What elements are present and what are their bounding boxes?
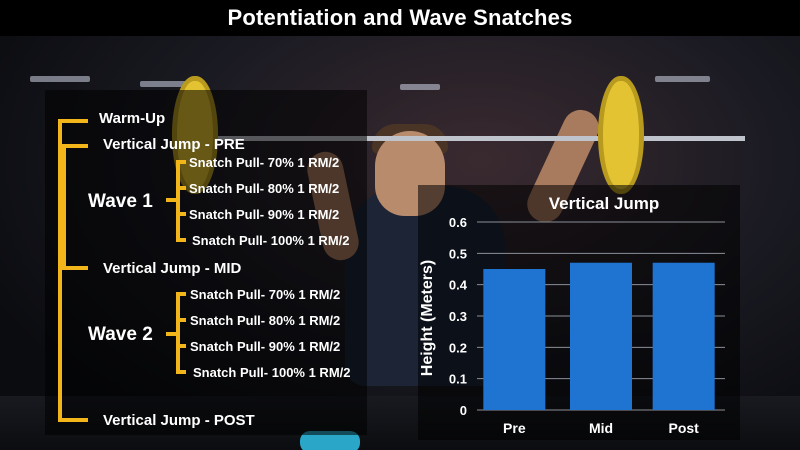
vertical-jump-post-label: Vertical Jump - POST [103, 412, 255, 429]
wave2-item: Snatch Pull- 70% 1 RM/2 [190, 287, 341, 302]
wave1-item: Snatch Pull- 70% 1 RM/2 [189, 155, 340, 170]
x-tick-label: Mid [589, 420, 613, 436]
wave1-item: Snatch Pull- 90% 1 RM/2 [189, 207, 340, 222]
y-tick-label: 0.3 [449, 309, 467, 324]
bar-mid [570, 262, 632, 410]
outer-bracket [58, 119, 62, 422]
protocol-panel [45, 90, 367, 435]
wave1-label: Wave 1 [88, 191, 153, 212]
wave2-item: Snatch Pull- 100% 1 RM/2 [193, 365, 351, 380]
y-tick-label: 0 [460, 403, 467, 418]
y-tick-label: 0.4 [449, 278, 468, 293]
y-tick-label: 0.1 [449, 372, 467, 387]
vertical-jump-pre-label: Vertical Jump - PRE [103, 136, 245, 153]
bar-pre [483, 269, 546, 410]
wave1-item: Snatch Pull- 100% 1 RM/2 [192, 233, 350, 248]
x-tick-label: Pre [503, 420, 526, 436]
wave1-bracket [176, 160, 180, 242]
warmup-label: Warm-Up [99, 110, 166, 127]
slide-title: Potentiation and Wave Snatches [227, 5, 573, 30]
wave2-item: Snatch Pull- 80% 1 RM/2 [190, 313, 341, 328]
wave2-bracket [176, 292, 180, 374]
wave2-item: Snatch Pull- 90% 1 RM/2 [190, 339, 341, 354]
y-tick-label: 0.6 [449, 215, 467, 230]
vertical-jump-mid-label: Vertical Jump - MID [103, 260, 242, 277]
chart-title: Vertical Jump [549, 194, 660, 213]
wave1-item: Snatch Pull- 80% 1 RM/2 [189, 181, 340, 196]
bar-post [652, 262, 715, 410]
title-bar: Potentiation and Wave Snatches [0, 0, 800, 36]
y-axis-label: Height (Meters) [419, 260, 436, 376]
y-tick-label: 0.2 [449, 340, 467, 355]
x-tick-label: Post [668, 420, 699, 436]
wave2-label: Wave 2 [88, 324, 153, 345]
inner-bracket [62, 144, 66, 268]
y-tick-label: 0.5 [449, 246, 467, 261]
